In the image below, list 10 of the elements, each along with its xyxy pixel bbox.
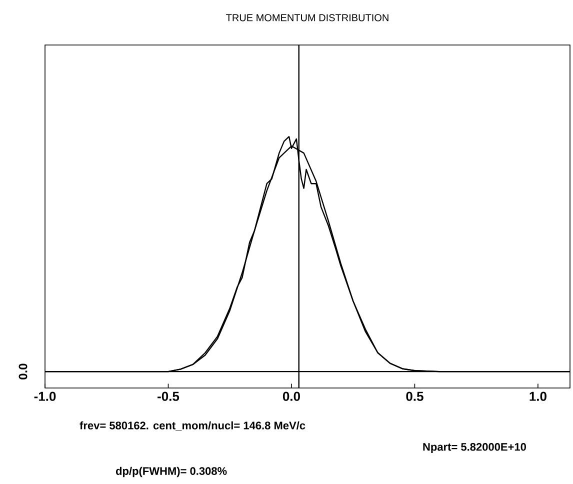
x-tick-label: 1.0 [530,392,546,401]
text: Npart= 5.82000E+10 [423,443,526,453]
x-tick-label: 0.5 [406,392,424,401]
text: 0.0 [18,364,28,380]
chart-title: TRUE MOMENTUM DISTRIBUTION [226,14,388,22]
x-tick-label: -0.5 [158,392,180,401]
x-tick-label: 0.0 [282,392,300,401]
text: dp/p(FWHM)= 0.308% [116,466,227,478]
text: frev= 580162. cent_mom/nucl= 146.8 MeV/c [80,421,306,431]
x-tick-label: -1.0 [34,392,56,401]
